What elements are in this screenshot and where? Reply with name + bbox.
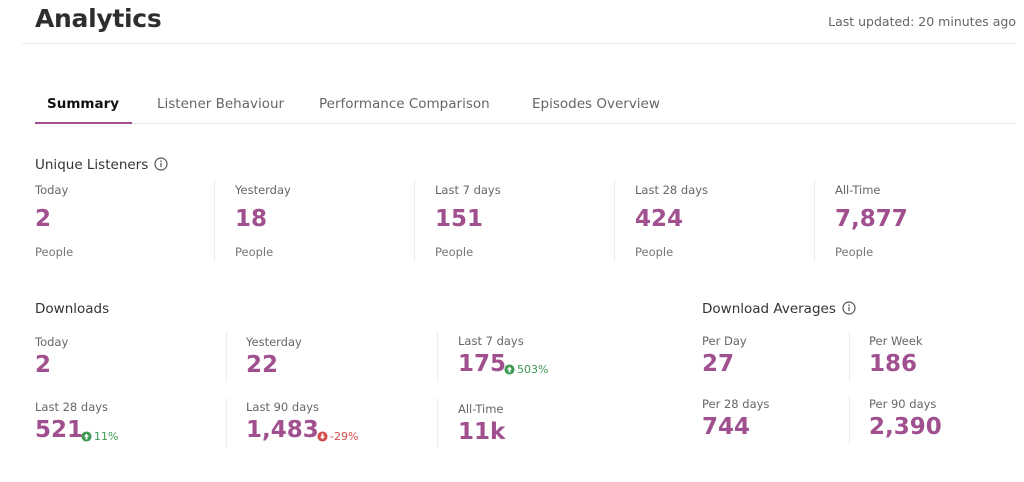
downloads-90-days-change: -29% <box>317 430 358 443</box>
avg-per-28-days-label: Per 28 days <box>702 397 770 411</box>
avg-per-day-value: 27 <box>702 351 735 377</box>
downloads-7-days-value: 175 <box>458 351 507 377</box>
avg-per-28-days-value: 744 <box>702 414 751 440</box>
tab-bar: Summary Listener Behaviour Performance C… <box>34 96 1016 124</box>
divider <box>849 395 850 445</box>
listeners-all-time-unit: People <box>835 245 874 259</box>
listeners-yesterday-label: Yesterday <box>235 183 291 197</box>
listeners-yesterday-unit: People <box>235 245 274 259</box>
unique-listeners-section-title: Unique Listeners <box>35 157 168 175</box>
last-updated-text: Last updated: 20 minutes ago <box>828 14 1016 29</box>
info-icon[interactable] <box>842 301 856 319</box>
divider <box>849 332 850 382</box>
info-icon[interactable] <box>154 157 168 175</box>
listeners-today-value: 2 <box>35 206 52 232</box>
avg-per-90-days-label: Per 90 days <box>869 397 937 411</box>
downloads-28-days-label: Last 28 days <box>35 400 109 414</box>
listeners-yesterday-value: 18 <box>235 206 268 232</box>
downloads-all-time-value: 11k <box>458 419 506 445</box>
downloads-yesterday-value: 22 <box>246 352 279 378</box>
listeners-28-days-label: Last 28 days <box>635 183 709 197</box>
listeners-7-days-value: 151 <box>435 206 484 232</box>
downloads-90-days-change-value: -29% <box>330 430 359 443</box>
download-averages-section-title: Download Averages <box>702 301 856 319</box>
downloads-7-days-change: 503% <box>504 363 548 376</box>
divider <box>226 398 227 448</box>
avg-per-week-value: 186 <box>869 351 918 377</box>
page-title: Analytics <box>35 4 162 33</box>
listeners-28-days-unit: People <box>635 245 674 259</box>
arrow-up-icon <box>504 364 515 375</box>
arrow-down-icon <box>317 431 328 442</box>
tab-performance-comparison[interactable]: Performance Comparison <box>319 96 490 112</box>
downloads-90-days-label: Last 90 days <box>246 400 320 414</box>
avg-per-day-label: Per Day <box>702 334 747 348</box>
listeners-7-days-label: Last 7 days <box>435 183 501 197</box>
listeners-all-time-label: All-Time <box>835 183 881 197</box>
downloads-yesterday-label: Yesterday <box>246 335 302 349</box>
avg-per-90-days-value: 2,390 <box>869 414 942 440</box>
avg-per-week-label: Per Week <box>869 334 923 348</box>
downloads-all-time-label: All-Time <box>458 402 504 416</box>
tab-listener-behaviour[interactable]: Listener Behaviour <box>157 96 285 112</box>
divider <box>437 398 438 448</box>
downloads-title: Downloads <box>35 301 110 317</box>
divider <box>214 180 215 262</box>
downloads-7-days-label: Last 7 days <box>458 334 524 348</box>
listeners-7-days-unit: People <box>435 245 474 259</box>
listeners-today-unit: People <box>35 245 74 259</box>
arrow-up-icon <box>81 431 92 442</box>
tab-episodes-overview[interactable]: Episodes Overview <box>532 96 660 112</box>
unique-listeners-title: Unique Listeners <box>35 157 149 173</box>
listeners-all-time-value: 7,877 <box>835 206 908 232</box>
download-averages-title: Download Averages <box>702 301 836 317</box>
divider <box>614 180 615 262</box>
downloads-today-value: 2 <box>35 352 52 378</box>
listeners-28-days-value: 424 <box>635 206 684 232</box>
divider <box>814 180 815 262</box>
downloads-today-label: Today <box>35 335 69 349</box>
header-divider <box>22 43 1016 44</box>
divider <box>414 180 415 262</box>
listeners-today-label: Today <box>35 183 69 197</box>
divider <box>437 332 438 382</box>
downloads-90-days-value: 1,483 <box>246 417 319 443</box>
downloads-28-days-change: 11% <box>81 430 118 443</box>
downloads-28-days-change-value: 11% <box>94 430 119 443</box>
downloads-7-days-change-value: 503% <box>517 363 549 376</box>
downloads-28-days-value: 521 <box>35 417 84 443</box>
tab-summary[interactable]: Summary <box>34 96 133 124</box>
divider <box>226 332 227 382</box>
